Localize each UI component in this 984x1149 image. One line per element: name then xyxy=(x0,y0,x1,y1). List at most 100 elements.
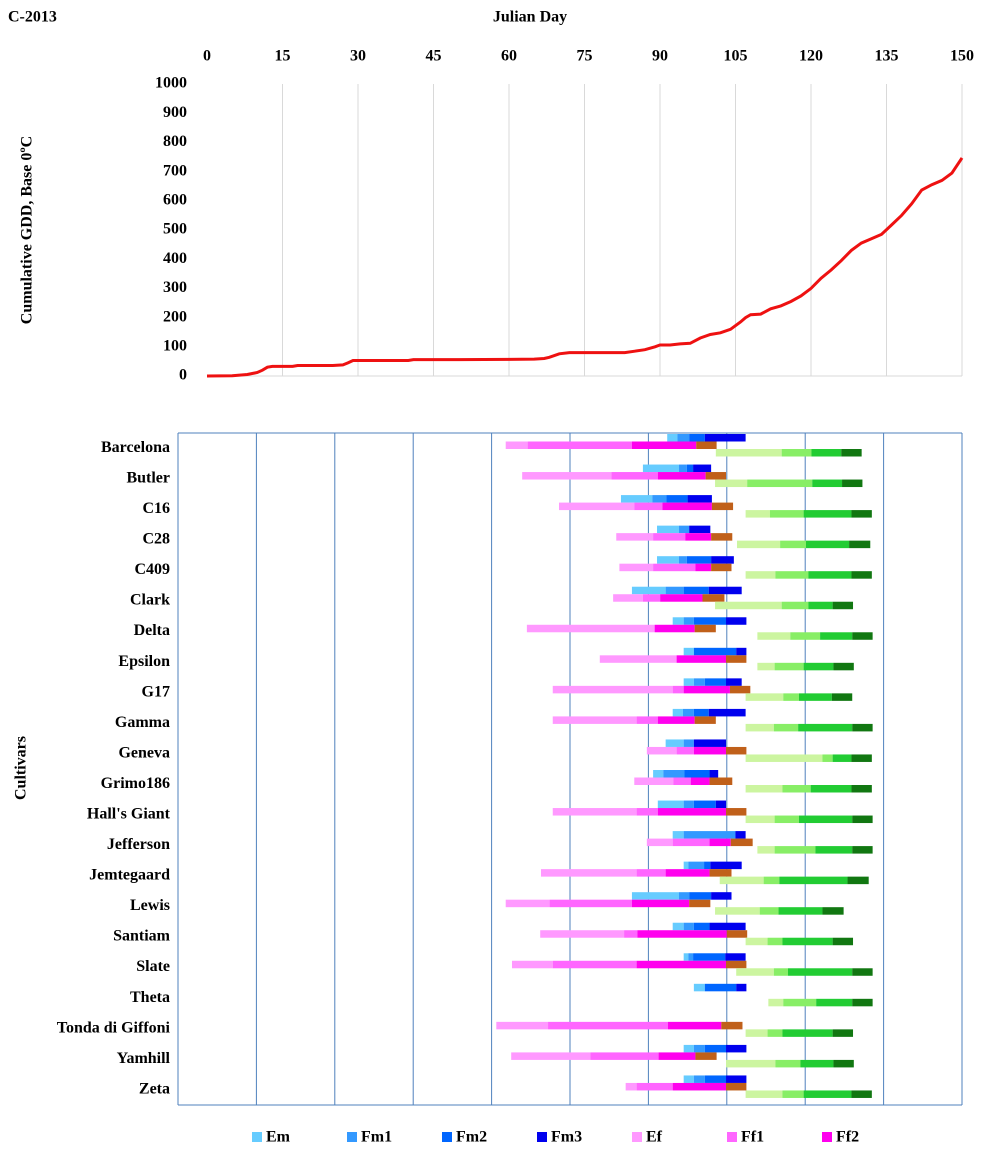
bar-segment xyxy=(709,869,732,877)
bar-segment xyxy=(851,754,872,762)
bar-segment xyxy=(693,1044,705,1053)
bar-segment xyxy=(704,678,727,686)
bar-segment xyxy=(726,1059,776,1068)
bar-segment xyxy=(747,479,813,488)
bar-segment xyxy=(711,892,732,900)
bar-segment xyxy=(767,937,783,946)
bar-segment xyxy=(715,479,748,488)
bar-segment xyxy=(631,892,679,900)
bar-segment xyxy=(815,846,853,854)
bar-segment xyxy=(678,556,687,564)
bar-segment xyxy=(745,1090,783,1098)
bar-segment xyxy=(678,525,690,534)
bar-segment xyxy=(709,922,746,931)
bar-segment xyxy=(842,479,863,488)
category-label: Tonda di Giffoni xyxy=(57,1019,171,1036)
bar-segment xyxy=(704,1075,727,1083)
bar-segment xyxy=(696,441,717,449)
bar-segment xyxy=(653,563,696,572)
bar-segment xyxy=(721,1021,743,1030)
bar-segment xyxy=(693,464,712,473)
bar-segment xyxy=(774,662,804,671)
bar-segment xyxy=(798,723,853,732)
bar-segment xyxy=(729,685,751,694)
category-label: Jemtegaard xyxy=(89,867,170,884)
x-axis-title: Julian Day xyxy=(493,9,567,26)
category-label: Hall's Giant xyxy=(87,805,171,822)
bar-segment xyxy=(782,1090,804,1098)
bar-segment xyxy=(683,739,694,747)
bar-segment xyxy=(682,708,694,717)
bar-segment xyxy=(683,953,689,961)
bar-segment xyxy=(689,892,712,900)
bar-segment xyxy=(654,624,695,633)
bar-segment xyxy=(726,1082,747,1091)
bar-segment xyxy=(693,617,727,625)
category-label: Santiam xyxy=(113,928,171,945)
bar-segment xyxy=(540,930,625,938)
category-label: Slate xyxy=(136,958,170,975)
bar-segment xyxy=(511,1052,591,1060)
bar-segment xyxy=(803,510,852,518)
bar-segment xyxy=(616,533,654,541)
bar-segment xyxy=(590,1052,659,1060)
bar-segment xyxy=(745,723,774,732)
bar-segment xyxy=(745,785,783,793)
bar-segment xyxy=(668,1021,722,1030)
bar-segment xyxy=(808,571,852,579)
bar-segment xyxy=(852,723,873,732)
bar-segment xyxy=(693,922,710,931)
bar-segment xyxy=(726,617,747,625)
bar-segment xyxy=(672,685,684,694)
bar-segment xyxy=(704,983,737,992)
bar-segment xyxy=(693,647,737,656)
bar-segment xyxy=(684,770,710,778)
bar-segment xyxy=(711,533,733,541)
bar-segment xyxy=(715,800,727,809)
bar-segment xyxy=(708,586,742,595)
bar-segment xyxy=(683,800,694,809)
bar-segment xyxy=(636,960,727,969)
bar-segment xyxy=(725,953,746,961)
bar-segment xyxy=(662,502,712,511)
bar-segment xyxy=(683,922,694,931)
bar-segment xyxy=(636,1082,673,1091)
bar-segment xyxy=(769,510,804,518)
bar-segment xyxy=(704,434,746,442)
x-tick-label: 60 xyxy=(501,48,517,65)
bar-segment xyxy=(768,998,784,1007)
bar-segment xyxy=(841,449,862,457)
legend-marker xyxy=(822,1132,832,1142)
bar-segment xyxy=(634,777,674,785)
data-line xyxy=(206,157,964,378)
category-label: Delta xyxy=(134,622,170,639)
category-label: Theta xyxy=(130,989,170,1006)
bar-segment xyxy=(759,907,779,915)
bar-segment xyxy=(708,708,746,717)
category-label: Grimo186 xyxy=(101,775,170,792)
bar-segment xyxy=(726,655,747,663)
y-axis-title: Cultivars xyxy=(13,736,30,800)
bar-segment xyxy=(782,937,833,946)
bar-segment xyxy=(665,586,684,595)
bar-segment xyxy=(711,556,734,564)
bar-segment xyxy=(631,586,666,595)
bar-segment xyxy=(552,960,637,969)
legend-label: Fm3 xyxy=(551,1129,582,1146)
bar-segment xyxy=(783,998,817,1007)
bar-segment xyxy=(672,708,683,717)
bar-segment xyxy=(782,1029,833,1037)
bar-segment xyxy=(624,930,638,938)
bar-segment xyxy=(852,846,873,854)
bar-segment xyxy=(686,464,694,473)
bar-segment xyxy=(636,808,658,816)
bar-segment xyxy=(683,831,736,839)
bar-segment xyxy=(687,495,712,503)
category-label: Yamhill xyxy=(117,1050,171,1067)
bar-segment xyxy=(831,693,853,701)
bar-segment xyxy=(709,777,733,785)
bar-segment xyxy=(798,815,853,824)
bar-segment xyxy=(667,434,678,442)
legend-marker xyxy=(632,1132,642,1142)
x-tick-label: 90 xyxy=(652,48,668,65)
